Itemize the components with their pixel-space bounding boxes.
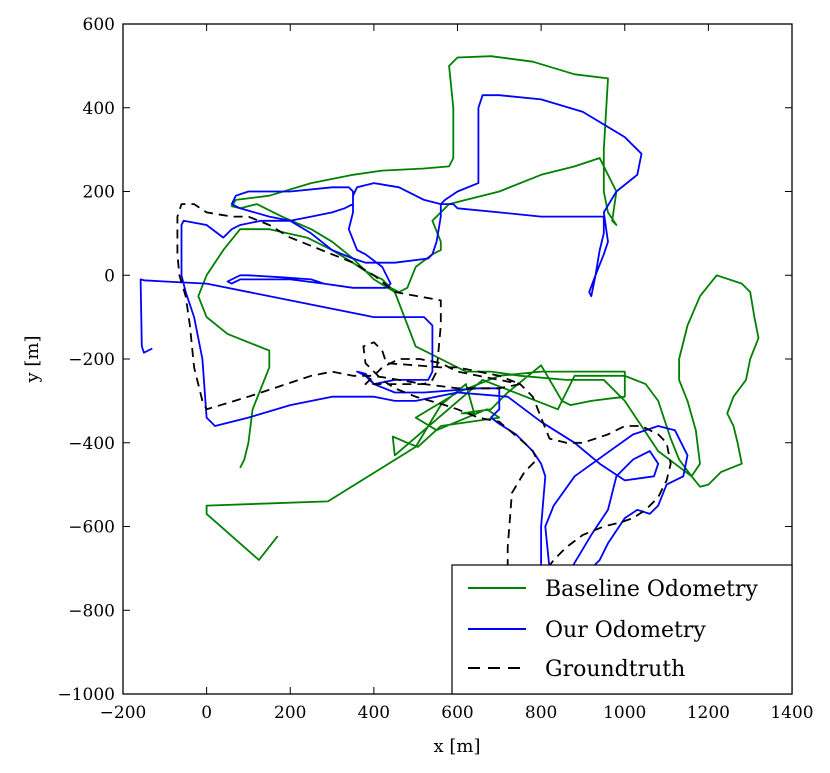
y-tick-label: −400 bbox=[68, 434, 115, 454]
legend-label-baseline: Baseline Odometry bbox=[545, 577, 758, 602]
y-tick-label: −1000 bbox=[57, 685, 115, 705]
series-line-our-odometry bbox=[139, 94, 689, 645]
x-tick-label: 1200 bbox=[687, 703, 730, 723]
y-tick-label: −800 bbox=[68, 601, 115, 621]
x-tick-label: 400 bbox=[358, 703, 390, 723]
x-tick-label: 1000 bbox=[603, 703, 646, 723]
x-axis-label: x [m] bbox=[434, 736, 481, 757]
legend-label-groundtruth: Groundtruth bbox=[545, 657, 685, 682]
y-tick-label: 200 bbox=[83, 183, 115, 203]
x-tick-label: 200 bbox=[274, 703, 306, 723]
y-tick-label: 400 bbox=[83, 99, 115, 119]
series-line-groundtruth bbox=[176, 203, 672, 686]
y-tick-label: −600 bbox=[68, 518, 115, 538]
legend-label-ours: Our Odometry bbox=[545, 618, 706, 643]
x-tick-label: −200 bbox=[100, 703, 147, 723]
x-tick-label: 1400 bbox=[770, 703, 813, 723]
legend-box bbox=[451, 564, 793, 695]
legend: Baseline Odometry Our Odometry Groundtru… bbox=[451, 564, 793, 695]
y-tick-label: −200 bbox=[68, 350, 115, 370]
y-tick-label: 0 bbox=[104, 266, 115, 286]
ticks-layer: −200 0 200 400 600 800 1000 1200 1400 −1000 −800 −6… bbox=[57, 15, 813, 723]
series-layer bbox=[139, 55, 760, 686]
x-tick-label: 0 bbox=[201, 703, 212, 723]
y-tick-label: 600 bbox=[83, 15, 115, 35]
y-axis-label: y [m] bbox=[22, 335, 43, 383]
x-tick-label: 800 bbox=[525, 703, 557, 723]
x-tick-label: 600 bbox=[441, 703, 473, 723]
